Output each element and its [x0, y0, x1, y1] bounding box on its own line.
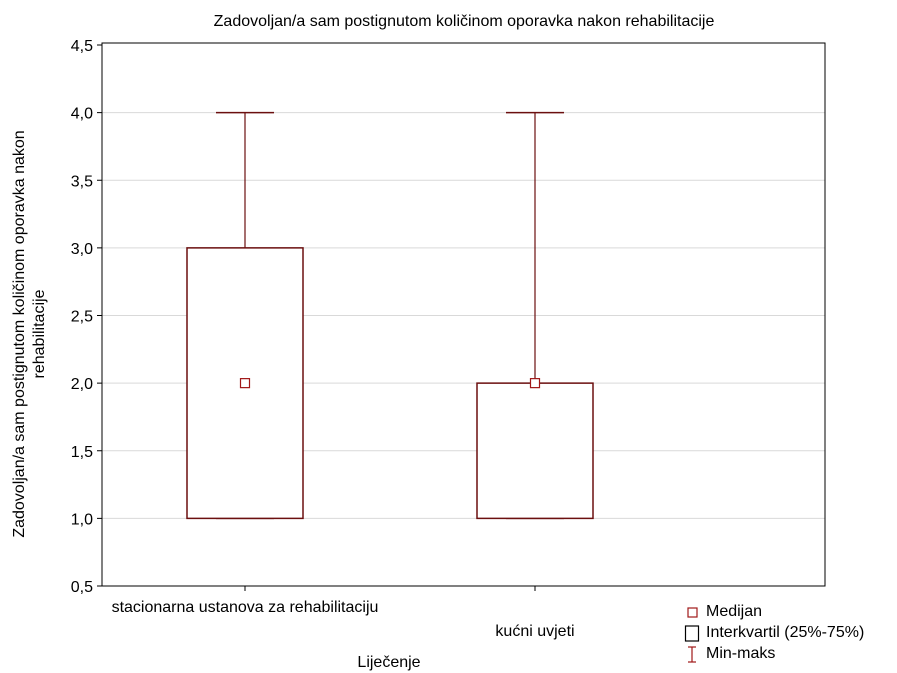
y-tick-label: 2,0	[71, 376, 93, 393]
median-marker	[239, 378, 251, 389]
median-square-icon	[684, 603, 702, 621]
y-tick-label: 3,5	[71, 173, 93, 190]
plot-frame	[101, 42, 826, 587]
legend-entry-median: Medijan	[684, 601, 864, 622]
y-axis-label-line-1: Zadovoljan/a sam postignutom količinom o…	[11, 130, 28, 537]
y-tick-label: 3,0	[71, 241, 93, 258]
legend-label-median: Medijan	[706, 603, 763, 620]
y-axis-label-line-2: rehabilitacije	[31, 289, 48, 378]
boxes	[186, 111, 594, 520]
y-tick-label: 1,0	[71, 511, 93, 528]
x-axis-label: Liječenje	[357, 654, 420, 671]
interquartile-box	[476, 382, 594, 520]
legend-label-minmax: Min-maks	[706, 645, 776, 662]
y-tick-label: 1,5	[71, 444, 93, 461]
y-tick-label: 4,5	[71, 38, 93, 55]
y-axis-ticks: 0,5 1,0 1,5 2,0 2,5 3,0 3,5 4,0 4,5	[71, 38, 102, 596]
median-marker	[529, 378, 541, 389]
x-tick-label: stacionarna ustanova za rehabilitaciju	[112, 599, 379, 616]
chart-title: Zadovoljan/a sam postignutom količinom o…	[214, 13, 715, 30]
x-axis-ticks: stacionarna ustanova za rehabilitaciju ku…	[112, 586, 575, 640]
y-tick-label: 4,0	[71, 106, 93, 123]
x-tick-label: kućni uvjeti	[495, 623, 574, 640]
legend-entry-interquartile: Interkvartil (25%-75%)	[684, 622, 864, 643]
y-axis-label: Zadovoljan/a sam postignutom količinom o…	[11, 130, 48, 537]
legend: Medijan Interkvartil (25%-75%) Min-maks	[684, 601, 864, 664]
box-icon	[684, 624, 702, 642]
whisker-icon	[684, 645, 702, 663]
y-tick-label: 2,5	[71, 309, 93, 326]
legend-label-interquartile: Interkvartil (25%-75%)	[706, 624, 865, 641]
legend-entry-minmax: Min-maks	[684, 643, 864, 664]
y-tick-label: 0,5	[71, 579, 93, 596]
